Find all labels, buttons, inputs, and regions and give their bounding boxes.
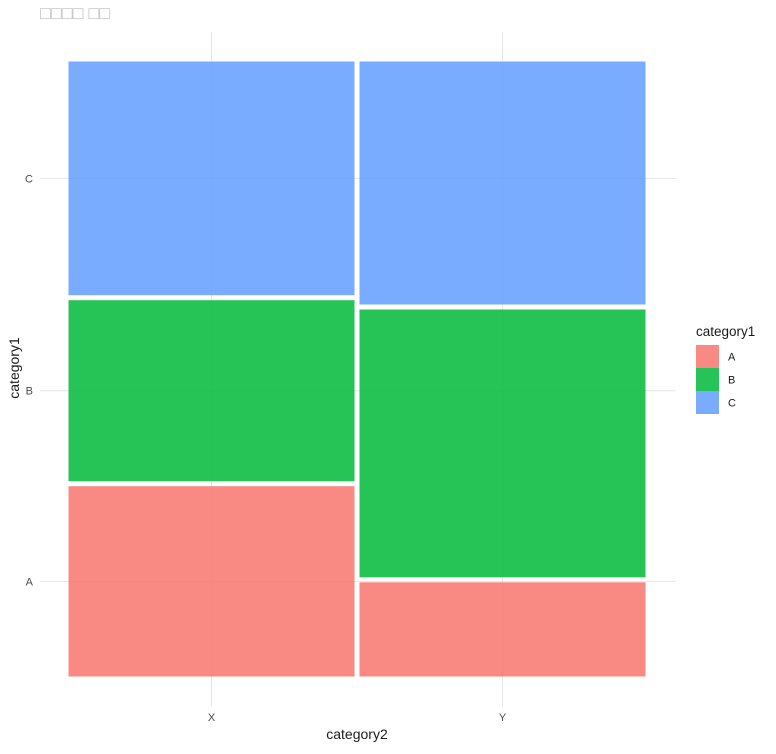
tile-y-b bbox=[359, 309, 646, 578]
tile-x-c bbox=[68, 61, 355, 296]
tile-y-a bbox=[359, 582, 646, 677]
legend-title: category1 bbox=[696, 324, 755, 339]
y-tick-labels: A B C bbox=[25, 173, 34, 588]
y-tick-label: C bbox=[25, 173, 33, 185]
legend-keys: ABC bbox=[696, 345, 736, 414]
y-tick-label: A bbox=[26, 576, 34, 588]
tile-y-c bbox=[359, 61, 646, 305]
x-tick-label: Y bbox=[499, 712, 507, 724]
tile-x-b bbox=[68, 300, 355, 482]
legend-key-b bbox=[696, 368, 719, 391]
x-tick-label: X bbox=[208, 712, 216, 724]
legend-label-c: C bbox=[728, 398, 736, 410]
y-tick-label: B bbox=[26, 386, 33, 398]
mosaic-tiles bbox=[68, 61, 646, 677]
legend-key-a bbox=[696, 345, 719, 368]
chart-title: □□□□ □□ bbox=[40, 3, 110, 23]
legend-label-a: A bbox=[728, 352, 736, 364]
legend: category1 ABC bbox=[696, 324, 755, 414]
legend-label-b: B bbox=[728, 375, 735, 387]
y-axis-title: category1 bbox=[6, 337, 22, 399]
legend-key-c bbox=[696, 391, 719, 414]
tile-x-a bbox=[68, 486, 355, 677]
x-axis-title: category2 bbox=[326, 726, 388, 742]
